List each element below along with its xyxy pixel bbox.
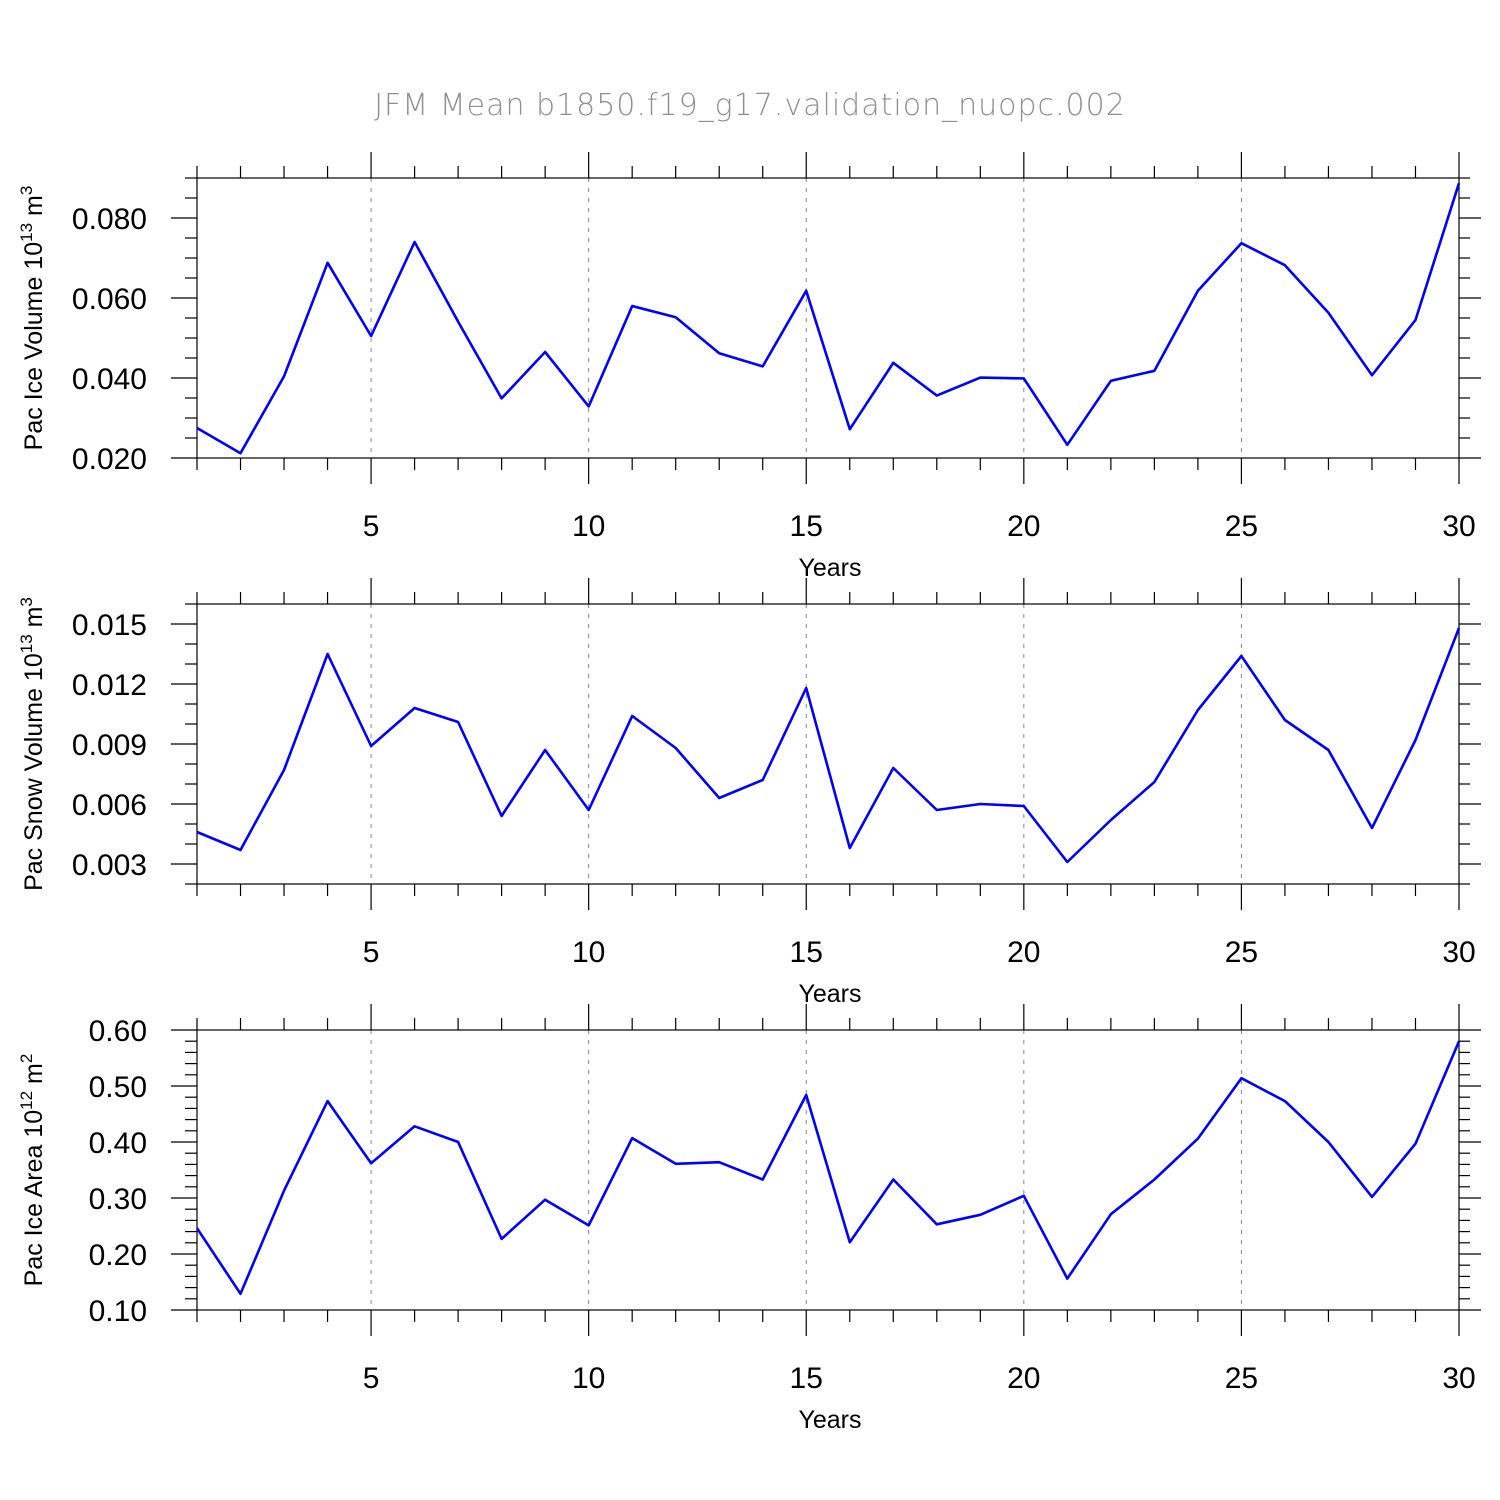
y-tick-label: 0.015 — [72, 609, 147, 642]
y-axis-title-part: m — [20, 195, 48, 223]
y-tick-label: 0.080 — [72, 203, 147, 236]
figure-title: JFM Mean b1850.f19_g17.validation_nuopc.… — [374, 88, 1126, 123]
y-tick-label: 0.003 — [72, 849, 147, 882]
x-axis-title: Years — [798, 980, 861, 1008]
x-tick-label: 15 — [790, 510, 823, 543]
x-tick-label: 5 — [363, 936, 380, 969]
plot-frame — [196, 177, 1460, 459]
x-tick-label: 25 — [1225, 936, 1258, 969]
snow-volume-panel: 5 10 15 20 25 30 0.003 0.006 0.009 0.012 0.015 Year… — [17, 578, 1481, 1008]
series-line — [196, 627, 1461, 864]
y-tick-label: 0.10 — [89, 1295, 147, 1328]
y-tick-label: 0.060 — [72, 283, 147, 316]
y-tick-label: 0.006 — [72, 789, 147, 822]
x-axis-title: Years — [798, 554, 861, 582]
y-axis-title-superscript: 3 — [17, 597, 36, 606]
y-tick-label: 0.20 — [89, 1239, 147, 1272]
x-tick-label: 20 — [1007, 936, 1040, 969]
y-tick-label: 0.012 — [72, 669, 147, 702]
y-axis-title-superscript: 12 — [17, 1091, 36, 1110]
x-tick-label: 30 — [1442, 936, 1475, 969]
x-tick-label: 30 — [1442, 510, 1475, 543]
y-axis-title-part: Pac Ice Volume 10 — [20, 242, 48, 450]
y-tick-label: 0.40 — [89, 1127, 147, 1160]
series-line — [196, 182, 1461, 455]
y-axis-title-part: Pac Ice Area 10 — [20, 1110, 48, 1287]
x-tick-label: 15 — [790, 936, 823, 969]
y-tick-label: 0.020 — [72, 443, 147, 476]
series-line — [195, 1040, 1461, 1296]
x-tick-label: 10 — [572, 510, 605, 543]
y-tick-label: 0.30 — [89, 1183, 147, 1216]
y-axis-title-part: Pac Snow Volume 10 — [20, 653, 48, 891]
y-axis-title: Pac Ice Area 1012 m2 — [17, 1054, 48, 1287]
plot-frame — [196, 603, 1460, 885]
y-tick-label: 0.60 — [89, 1015, 147, 1048]
y-axis-title-superscript: 2 — [17, 1054, 36, 1063]
y-tick-label: 0.009 — [72, 729, 147, 762]
x-tick-label: 30 — [1442, 1362, 1475, 1395]
x-tick-label: 10 — [572, 936, 605, 969]
x-tick-label: 25 — [1225, 1362, 1258, 1395]
y-axis-title: Pac Ice Volume 1013 m3 — [17, 186, 48, 451]
y-tick-label: 0.040 — [72, 363, 147, 396]
ice-volume-panel: 5 10 15 20 25 30 0.020 0.040 0.060 0.080 Years Pac … — [17, 152, 1481, 582]
x-axis-title: Years — [798, 1406, 861, 1434]
x-tick-label: 20 — [1007, 510, 1040, 543]
x-tick-label: 15 — [790, 1362, 823, 1395]
ice-area-panel: 5 10 15 20 25 30 0.10 0.20 0.30 0.40 0.50 0.60 Years… — [17, 1004, 1481, 1434]
x-tick-label: 5 — [363, 510, 380, 543]
y-axis-title-superscript: 3 — [17, 186, 36, 195]
x-tick-label: 20 — [1007, 1362, 1040, 1395]
y-tick-label: 0.50 — [89, 1071, 147, 1104]
x-tick-label: 5 — [363, 1362, 380, 1395]
y-axis-title-part: m — [20, 607, 48, 635]
y-axis-title: Pac Snow Volume 1013 m3 — [17, 597, 48, 891]
y-axis-title-part: m — [20, 1063, 48, 1091]
x-tick-label: 10 — [572, 1362, 605, 1395]
y-axis-title-superscript: 13 — [17, 634, 36, 653]
y-axis-title-superscript: 13 — [17, 223, 36, 242]
x-tick-label: 25 — [1225, 510, 1258, 543]
plot-frame — [196, 1029, 1460, 1311]
